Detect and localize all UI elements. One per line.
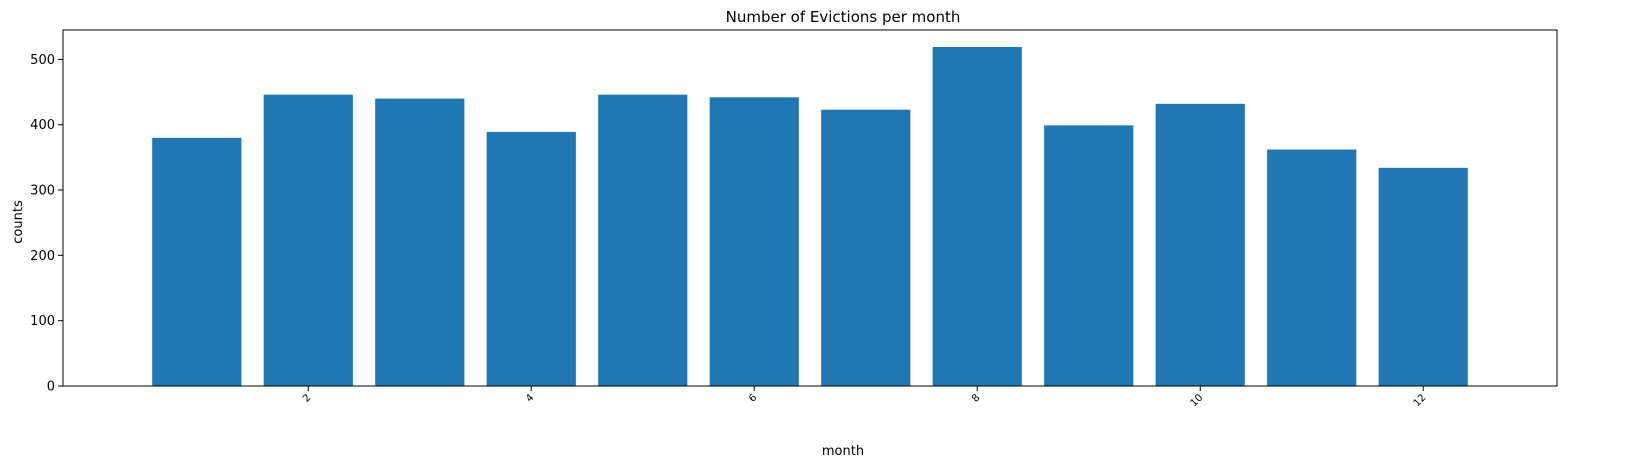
bar-month-10 bbox=[1155, 103, 1245, 387]
bar-month-3 bbox=[375, 98, 465, 386]
x-axis-ticks: 2 4 6 8 10 12 bbox=[301, 386, 1428, 409]
x-tick-label: 12 bbox=[1412, 392, 1429, 409]
chart-title: Number of Evictions per month bbox=[726, 8, 961, 26]
y-axis-ticks: 0 100 200 300 400 500 bbox=[30, 53, 63, 395]
x-tick-label: 2 bbox=[301, 392, 313, 404]
bar-month-7 bbox=[821, 109, 911, 386]
bar-month-11 bbox=[1267, 149, 1357, 386]
bar-month-6 bbox=[709, 97, 799, 386]
bar-month-4 bbox=[486, 131, 576, 386]
x-tick-label: 10 bbox=[1189, 392, 1206, 409]
x-tick-label: 8 bbox=[970, 392, 982, 404]
y-tick-label: 200 bbox=[30, 249, 55, 264]
bar-month-9 bbox=[1044, 125, 1134, 386]
x-axis-label: month bbox=[822, 444, 864, 459]
y-tick-label: 300 bbox=[30, 184, 55, 199]
y-tick-label: 500 bbox=[30, 53, 55, 68]
y-tick-label: 100 bbox=[30, 314, 55, 329]
y-tick-label: 0 bbox=[47, 380, 55, 395]
bar-month-2 bbox=[263, 94, 353, 386]
y-tick-label: 400 bbox=[30, 118, 55, 133]
x-tick-label: 4 bbox=[524, 392, 536, 404]
x-tick-label: 6 bbox=[747, 392, 759, 404]
plot-frame bbox=[62, 29, 1558, 387]
bar-month-12 bbox=[1378, 167, 1468, 386]
bars-group bbox=[152, 46, 1468, 387]
y-axis-label: counts bbox=[11, 200, 26, 244]
bar-month-1 bbox=[152, 137, 242, 386]
bar-month-8 bbox=[932, 46, 1022, 386]
bar-month-5 bbox=[598, 94, 688, 386]
